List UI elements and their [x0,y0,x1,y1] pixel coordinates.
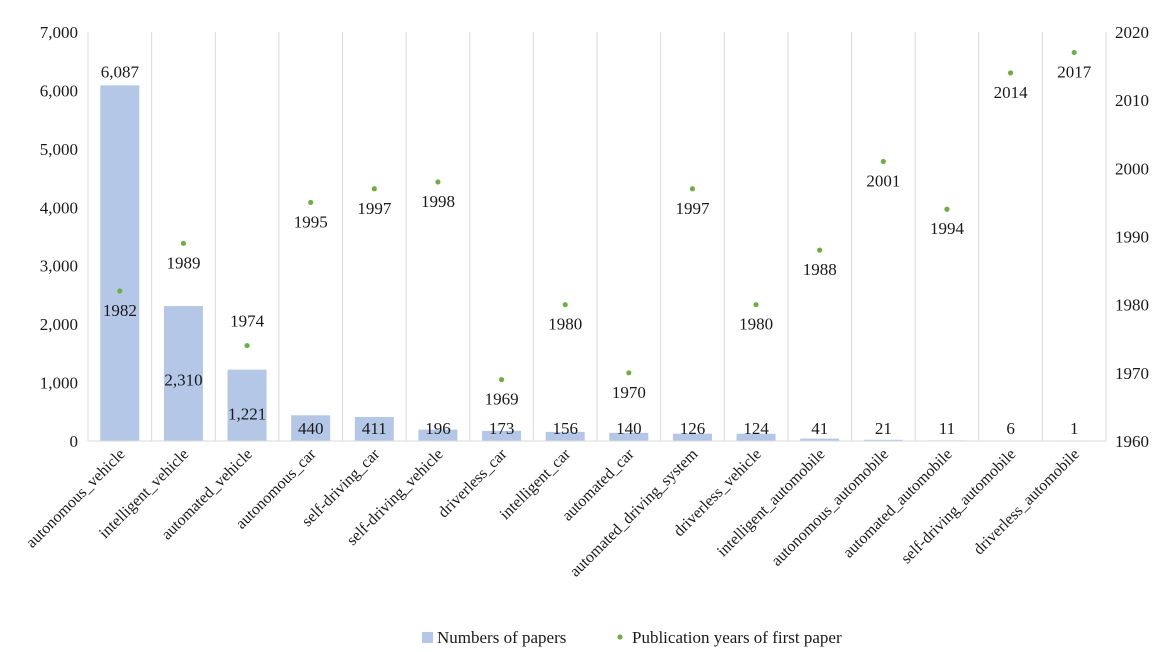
point-driverless_car [498,377,505,383]
bar-value-label: 156 [552,419,578,438]
left-tick-label: 0 [70,432,79,451]
right-tick-label: 1990 [1115,228,1149,247]
point-autonomous_car [308,199,314,206]
point-value-label: 1998 [421,192,455,211]
right-tick-label: 2020 [1115,23,1149,42]
bar-autonomous_automobile [863,439,903,441]
point-driverless_automobile [1071,49,1077,56]
point-value-label: 1974 [230,312,265,331]
bar-value-label: 440 [298,419,324,438]
point-automated_car [626,370,632,376]
bar-intelligent_automobile [800,438,840,441]
point-value-label: 2001 [866,172,900,191]
bar-autonomous_car [291,415,331,441]
point-value-label: 1969 [485,390,519,409]
point-value-label: 1980 [548,315,582,334]
category-label: automated_driving_system [567,445,702,580]
left-tick-label: 3,000 [40,257,78,276]
bar-value-label: 2,310 [164,371,202,390]
bar-value-label: 140 [616,419,642,438]
point-automated_driving_system [689,186,696,192]
left-tick-label: 5,000 [40,140,78,159]
left-tick-label: 1,000 [40,374,78,393]
scatter-series [117,49,1077,383]
right-tick-label: 1970 [1115,364,1149,383]
point-value-label: 1997 [357,199,392,218]
point-intelligent_automobile [817,247,823,253]
category-label: autonomous_automobile [768,446,892,570]
point-automated_automobile [944,206,950,212]
point-intelligent_vehicle [180,240,187,246]
right-tick-label: 1980 [1115,296,1149,315]
bar-automated_driving_system [672,433,712,441]
x-axis-category-labels: autonomous_vehicleintelligent_vehicleaut… [23,445,1083,580]
category-label: automated_automobile [840,446,956,562]
bar-self-driving_vehicle [418,429,458,441]
left-tick-label: 4,000 [40,198,78,217]
bar-automated_vehicle [227,369,267,441]
point-self-driving_automobile [1007,70,1014,76]
bar-value-label: 11 [939,419,955,438]
legend-bar-swatch [422,632,433,643]
point-value-label: 1970 [612,383,646,402]
category-label: intelligent_automobile [714,446,828,560]
bar-self-driving_car [354,416,394,441]
bar-value-label: 6,087 [101,62,140,81]
right-tick-label: 2000 [1115,159,1149,178]
left-y-axis: 0 1,000 2,000 3,000 4,000 5,000 6,000 7,000 [40,23,78,451]
bar-value-label: 1 [1070,419,1079,438]
point-value-label: 1989 [166,253,200,272]
bar-intelligent_vehicle [163,306,203,441]
bar-value-label: 411 [362,419,387,438]
point-value-label: 2014 [994,83,1029,102]
legend-bar-label: Numbers of papers [437,628,566,647]
point-autonomous_vehicle [117,288,123,294]
legend-point-label: Publication years of first paper [632,628,842,647]
bar-value-label: 1,221 [228,405,266,424]
point-driverless_vehicle [753,302,759,308]
bar-value-label: 41 [811,419,828,438]
bar-value-label: 173 [489,419,515,438]
legend: Numbers of papers Publication years of f… [422,628,842,647]
point-self-driving_vehicle [435,179,441,185]
point-data-labels: 1982 1989 1974 1995 1997 1998 1969 1980 1970 1997… [103,62,1092,408]
bar-value-label: 124 [743,419,769,438]
right-tick-label: 1960 [1115,432,1149,451]
point-value-label: 1982 [103,301,137,320]
bar-intelligent_car [545,431,585,441]
bar-driverless_car [482,430,522,441]
right-tick-label: 2010 [1115,91,1149,110]
vertical-gridlines [87,32,1107,441]
bar-autonomous_vehicle [100,85,140,442]
bar-driverless_vehicle [736,433,776,441]
right-y-axis: 1960 1970 1980 1990 2000 2010 2020 [1115,23,1149,451]
bar-value-label: 196 [425,419,451,438]
left-tick-label: 2,000 [40,315,78,334]
bar-series [100,85,1094,442]
category-label: self-driving_automobile [898,446,1019,567]
point-self-driving_car [371,186,377,192]
legend-point-swatch [617,634,623,640]
point-value-label: 1994 [930,219,965,238]
bar-value-label: 6 [1006,419,1015,438]
point-value-label: 1995 [294,212,328,231]
point-autonomous_automobile [880,158,886,165]
point-value-label: 1980 [739,315,773,334]
point-value-label: 1997 [675,199,710,218]
left-tick-label: 6,000 [40,81,78,100]
bar-value-label: 21 [875,419,892,438]
bar-value-label: 126 [680,419,706,438]
category-label: driverless_automobile [970,446,1083,559]
left-tick-label: 7,000 [40,23,78,42]
point-intelligent_car [562,302,568,308]
bar-automated_car [609,432,649,441]
point-value-label: 2017 [1057,62,1092,81]
point-value-label: 1988 [803,260,837,279]
point-automated_vehicle [244,342,250,349]
